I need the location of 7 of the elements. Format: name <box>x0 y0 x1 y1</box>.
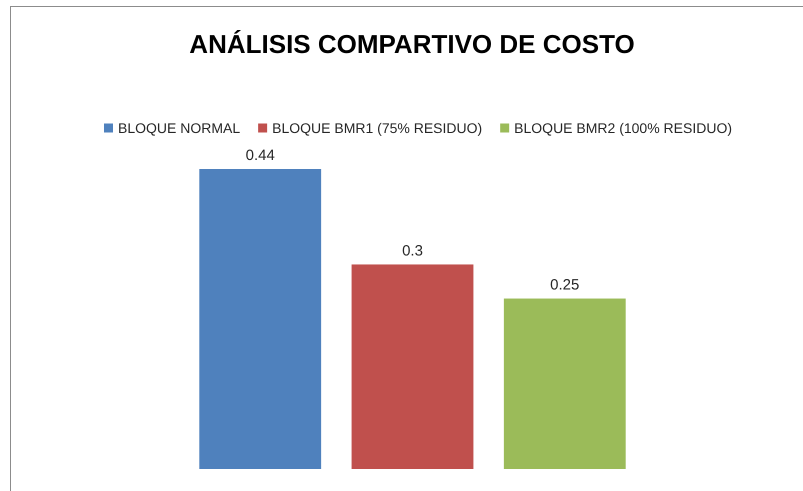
legend-label: BLOQUE BMR2 (100% RESIDUO) <box>514 120 732 136</box>
legend-label: BLOQUE BMR1 (75% RESIDUO) <box>272 120 482 136</box>
data-label: 0.44 <box>246 147 275 164</box>
chart-title: ANÁLISIS COMPARTIVO DE COSTO <box>189 29 635 59</box>
legend-label: BLOQUE NORMAL <box>118 120 240 136</box>
data-label: 0.3 <box>402 242 423 260</box>
data-label: 0.25 <box>550 276 580 294</box>
